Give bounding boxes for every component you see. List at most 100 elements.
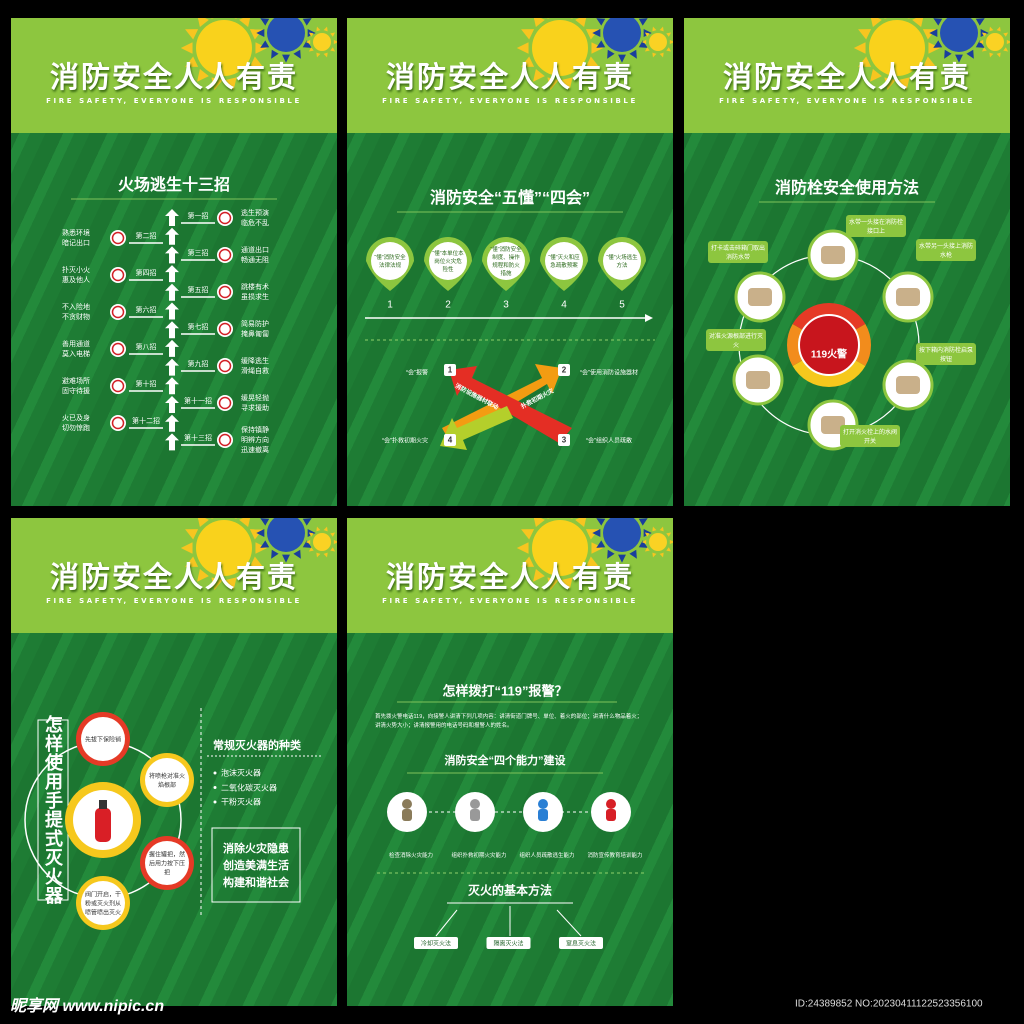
icon-figure-body xyxy=(538,809,548,821)
sun-ray xyxy=(180,42,193,54)
step-photo xyxy=(748,288,772,306)
sun-ray xyxy=(308,32,314,37)
step-icon-sign xyxy=(218,248,232,262)
sun-ray xyxy=(966,49,974,59)
sun-ray xyxy=(239,518,251,527)
sun xyxy=(313,33,331,51)
timeline-head xyxy=(645,314,653,322)
text: 消防安全“四个能力”建设 xyxy=(444,755,566,767)
text: FIRE SAFETY, EVERYONE IS RESPONSIBLE xyxy=(46,97,302,105)
text: 组织扑救初期火灾能力 xyxy=(451,853,507,859)
sun-ray xyxy=(330,47,336,52)
text: 1 xyxy=(387,299,393,311)
sun-ray xyxy=(302,40,312,48)
text: 泡沫灭火器 xyxy=(221,768,261,778)
sun-ray xyxy=(575,18,587,27)
sun-ray xyxy=(282,54,290,63)
sun-ray xyxy=(666,47,672,52)
sun-ray xyxy=(912,18,924,27)
text: FIRE SAFETY, EVERYONE IS RESPONSIBLE xyxy=(382,597,638,605)
sun-ray xyxy=(596,40,606,48)
step-icon-sign xyxy=(218,433,232,447)
up-arrow xyxy=(165,302,179,320)
step-icon-sign xyxy=(111,342,125,356)
sun-ray xyxy=(591,542,604,554)
sun-ray xyxy=(293,49,301,59)
sun-ray xyxy=(533,18,545,27)
step-inner xyxy=(81,717,125,761)
sun-ray xyxy=(596,518,606,526)
text: 对准火源根部进行灭火 xyxy=(708,334,763,349)
poster-panel: 消防安全人人有责 FIRE SAFETY, EVERYONE IS RESPONS… xyxy=(684,18,1010,506)
sun-ray xyxy=(239,569,251,582)
sun-ray xyxy=(308,532,314,537)
step-icon-sign xyxy=(111,416,125,430)
text: ID:24389852 NO:20230411122523356100 xyxy=(795,998,983,1010)
text: 第十三招 xyxy=(184,435,212,442)
text: 3 xyxy=(561,435,567,445)
sun-ray xyxy=(638,540,648,548)
text: 水带另一头接上消防水枪 xyxy=(918,244,973,259)
sun-ray xyxy=(185,29,199,40)
up-arrow xyxy=(165,396,179,413)
sun-ray xyxy=(323,26,328,32)
up-arrow xyxy=(165,265,179,283)
text: 第一招 xyxy=(187,213,209,220)
sun-ray xyxy=(669,39,673,45)
sun-ray xyxy=(592,29,601,37)
sun-ray xyxy=(585,56,599,67)
up-arrow xyxy=(165,283,179,301)
up-arrow xyxy=(165,246,179,264)
sun-ray xyxy=(644,532,650,537)
sun-ray xyxy=(659,26,664,32)
text: “会”报警 xyxy=(406,370,428,377)
text: 常规灭火器的种类 xyxy=(213,740,301,752)
sun-ray xyxy=(870,18,882,27)
sun-ray xyxy=(308,47,314,52)
text: 将喷枪对准火焰根部 xyxy=(148,774,185,789)
text: 第六招 xyxy=(135,307,157,314)
sun-ray xyxy=(981,47,987,52)
sun xyxy=(532,520,588,576)
poster-header: 消防安全人人有责 FIRE SAFETY, EVERYONE IS RESPONS… xyxy=(11,18,337,133)
text: 简易防护掩鼻匍匐 xyxy=(241,321,269,338)
sun-ray xyxy=(659,52,664,58)
pin-inner xyxy=(487,242,525,280)
text: 检查消除火灾能力 xyxy=(388,853,434,859)
text: 消防安全人人有责 xyxy=(49,60,299,94)
sun-ray xyxy=(659,552,664,558)
sun-ray xyxy=(316,552,321,558)
step-icon-sign xyxy=(111,268,125,282)
sun-ray xyxy=(323,552,328,558)
number-badge xyxy=(444,434,456,446)
sun-ray xyxy=(592,529,601,537)
sun-ray xyxy=(185,56,199,67)
step-icon-sign xyxy=(218,211,232,225)
sun-ray xyxy=(197,518,209,527)
text: 避难场所固守待援 xyxy=(62,378,90,395)
sun-ray xyxy=(652,52,657,58)
icon-figure-head xyxy=(470,799,480,809)
sun xyxy=(267,518,305,552)
sun-ray xyxy=(547,77,559,91)
text: 组织人员疏散逃生能力 xyxy=(519,853,575,859)
number-badge xyxy=(444,364,456,376)
text: 阀门开启，干粉或灭火剂从喷管喷出灭火 xyxy=(84,892,121,917)
escape-diagram xyxy=(71,198,277,451)
sun-ray xyxy=(521,56,535,67)
sun-ray xyxy=(260,518,270,526)
text: 消防安全人人有责 xyxy=(49,560,299,594)
sun-ray xyxy=(652,526,657,532)
sun-ray xyxy=(659,526,664,532)
sun-ray xyxy=(996,52,1001,58)
sun xyxy=(603,518,641,552)
poster-panel: 消防安全人人有责 FIRE SAFETY, EVERYONE IS RESPONS… xyxy=(347,18,673,506)
sun xyxy=(196,520,252,576)
sun-ray xyxy=(666,32,672,37)
extinguisher-diagram xyxy=(24,708,321,930)
step-inner xyxy=(145,758,189,802)
sun-ray xyxy=(316,26,321,32)
up-arrow xyxy=(165,414,179,432)
text: 逃生预演临危不乱 xyxy=(241,210,269,227)
sun-ray xyxy=(955,54,963,63)
